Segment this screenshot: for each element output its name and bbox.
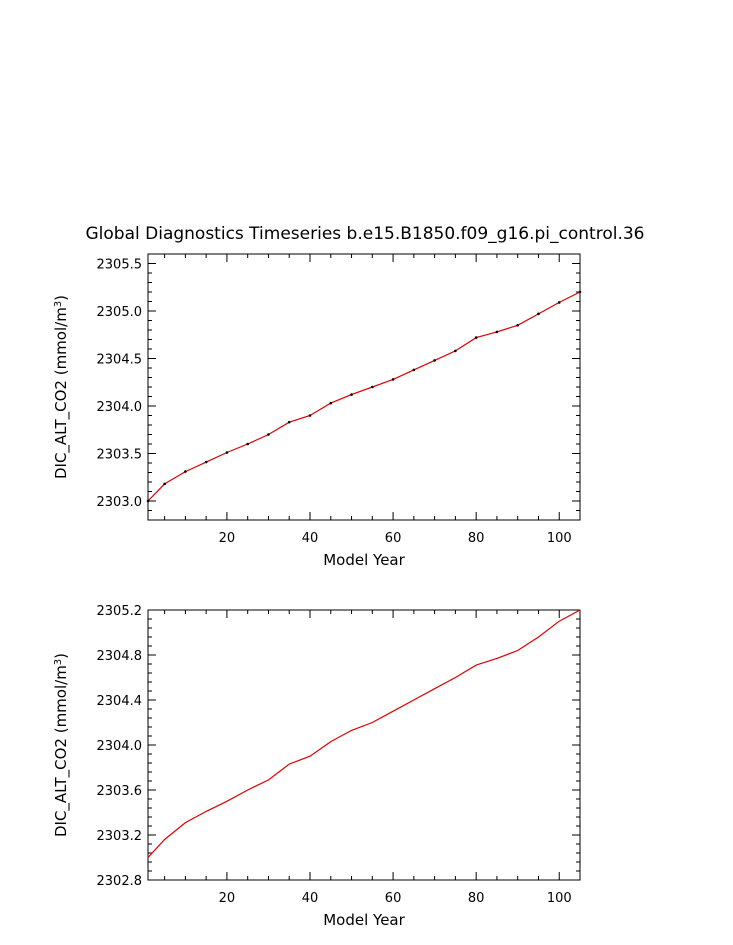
x-tick-label: 80 (468, 531, 485, 546)
x-tick-label: 60 (385, 891, 402, 906)
data-point (204, 460, 208, 464)
data-point (287, 420, 291, 424)
series-line (147, 291, 581, 502)
x-axis-label: Model Year (323, 911, 405, 929)
series-line (147, 609, 581, 858)
bottom-chart-panel: 2302.8 2303.2 2303.6 2304.0 2304.4 2304.8 2305… (52, 604, 581, 929)
y-axis-label: DIC_ALT_CO2 (mmol/m3) (52, 295, 71, 479)
data-point (516, 323, 519, 327)
data-point (474, 336, 478, 339)
y-tick-label: 2305.5 (97, 258, 143, 273)
x-tick-label: 40 (302, 531, 319, 546)
top-chart-panel: 2303.0 2303.5 2304.0 2304.5 2305.0 2305.5 20 40… (52, 253, 582, 569)
y-tick-label: 2304.0 (97, 400, 143, 415)
data-point (495, 330, 499, 334)
y-tick-label: 2303.0 (97, 495, 143, 510)
y-tick-label: 2302.8 (97, 874, 143, 889)
y-axis-label: DIC_ALT_CO2 (mmol/m3) (52, 653, 71, 837)
y-tick-label: 2305.0 (97, 305, 143, 320)
y-tick-label: 2304.0 (97, 739, 143, 754)
data-point (433, 359, 436, 362)
plot-frame (147, 609, 581, 881)
y-tick-label: 2303.6 (97, 784, 143, 799)
x-tick-label: 60 (385, 531, 402, 546)
y-tick-label: 2303.2 (97, 829, 143, 844)
chart-title: Global Diagnostics Timeseries b.e15.B185… (86, 224, 645, 244)
x-tick-label: 100 (547, 891, 572, 906)
data-point (184, 470, 187, 473)
x-tick-label: 80 (468, 891, 485, 906)
y-tick-label: 2304.4 (97, 694, 143, 709)
y-tick-label: 2304.5 (97, 353, 143, 368)
data-point (267, 433, 270, 436)
data-point (391, 378, 395, 381)
x-tick-label: 40 (302, 891, 319, 906)
x-tick-label: 100 (547, 531, 572, 546)
data-point (246, 442, 249, 446)
x-axis-label: Model Year (323, 551, 405, 569)
data-point (350, 393, 353, 396)
y-tick-label: 2304.8 (97, 649, 143, 664)
data-point (329, 401, 333, 405)
data-point (371, 385, 374, 389)
data-point (578, 290, 582, 294)
x-tick-label: 20 (219, 531, 236, 546)
data-point (557, 301, 561, 304)
x-tick-label: 20 (219, 891, 236, 906)
data-point (225, 451, 229, 454)
plot-frame (147, 253, 581, 521)
data-point (146, 499, 150, 503)
data-point (454, 349, 457, 353)
data-point (412, 368, 416, 372)
y-tick-label: 2305.2 (97, 604, 143, 619)
data-point (537, 312, 540, 316)
data-point (163, 482, 166, 486)
y-tick-label: 2303.5 (97, 448, 143, 463)
data-point (308, 414, 312, 417)
